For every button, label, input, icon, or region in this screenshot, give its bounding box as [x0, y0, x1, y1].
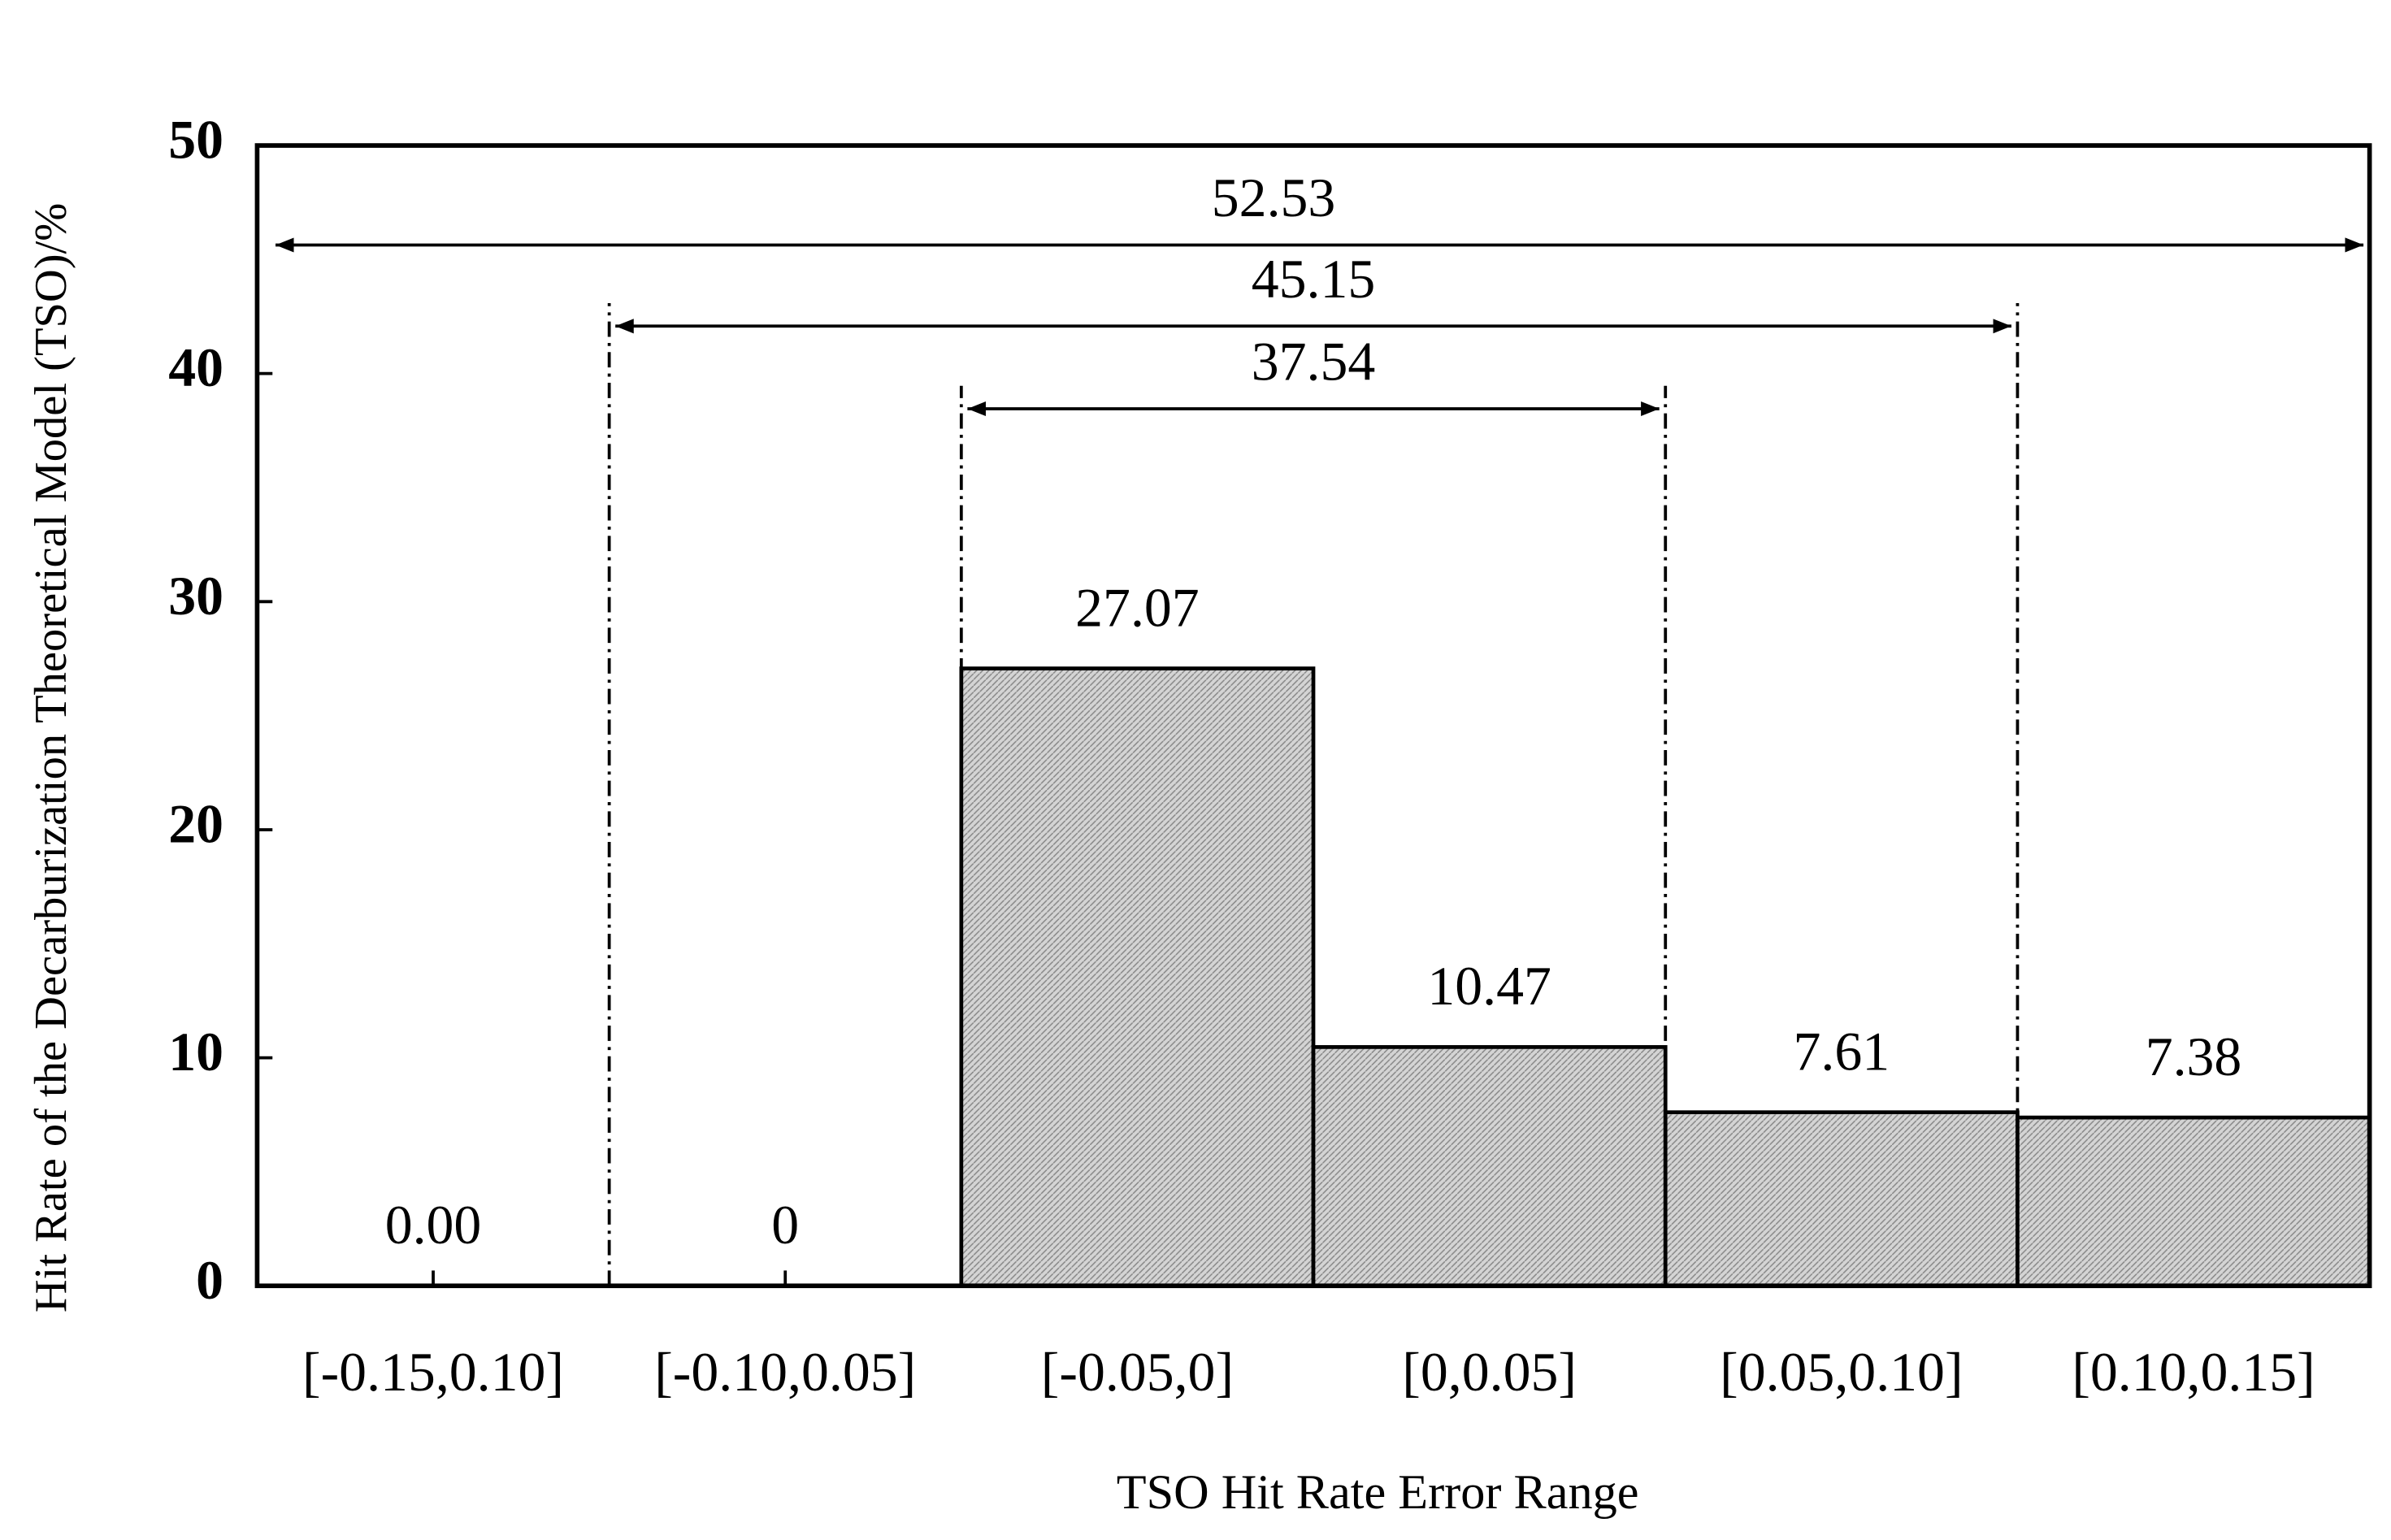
y-tick-label: 40: [168, 337, 223, 398]
y-tick-label: 50: [168, 110, 223, 171]
value-label: 27.07: [1075, 577, 1200, 638]
x-tick-label: [0.05,0.10]: [1720, 1342, 1963, 1403]
x-tick-label: [0,0.05]: [1402, 1342, 1577, 1403]
y-tick-label: 30: [168, 566, 223, 627]
plot-frame: [254, 143, 2372, 1289]
value-label: 0.00: [385, 1195, 482, 1256]
value-label: 7.61: [1794, 1021, 1890, 1082]
x-tick-label: [-0.05,0]: [1041, 1342, 1234, 1403]
x-tick-label: [0.10,0.15]: [2072, 1342, 2315, 1403]
value-label: 10.47: [1427, 956, 1551, 1017]
bar: [1663, 1110, 2020, 1288]
y-tick-label: 20: [168, 794, 223, 855]
y-axis-title: Hit Rate of the Decarburization Theoreti…: [26, 203, 76, 1312]
bar: [2016, 1115, 2371, 1288]
bar: [1311, 1045, 1668, 1288]
value-label: 7.38: [2146, 1026, 2242, 1087]
y-tick-label: 0: [196, 1250, 223, 1311]
range-label: 52.53: [1212, 167, 1336, 228]
y-tick-label: 10: [168, 1022, 223, 1082]
range-label: 45.15: [1252, 249, 1376, 310]
range-label: 37.54: [1252, 332, 1376, 393]
x-axis-title: TSO Hit Rate Error Range: [1117, 1465, 1639, 1520]
x-tick-label: [-0.15,0.10]: [302, 1342, 564, 1403]
value-label: 0: [771, 1195, 799, 1256]
bar: [959, 666, 1316, 1288]
x-tick-label: [-0.10,0.05]: [654, 1342, 916, 1403]
